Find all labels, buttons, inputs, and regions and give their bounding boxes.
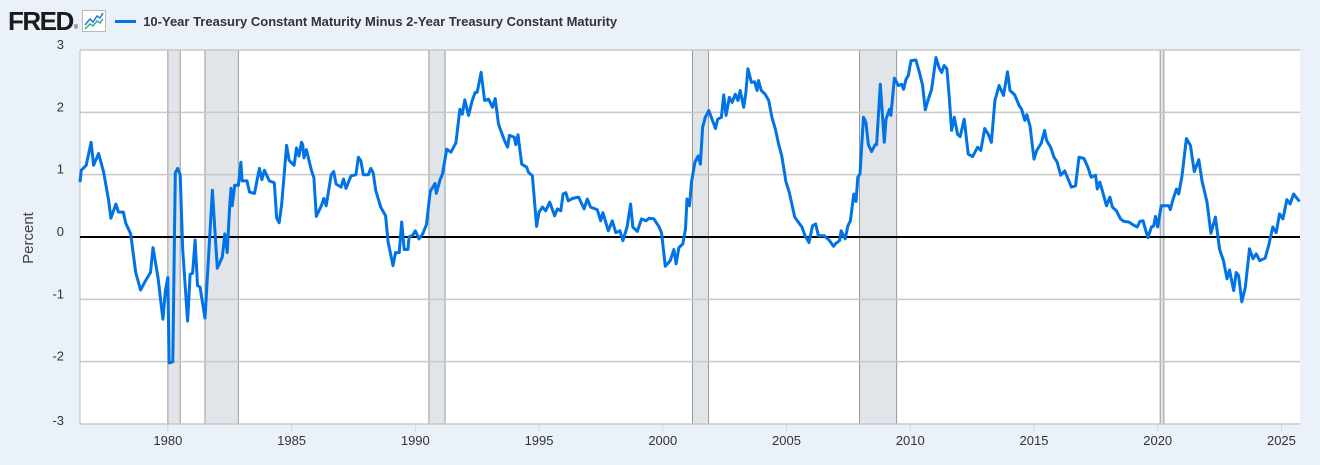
x-tick-label: 1995 — [525, 433, 554, 448]
x-tick-label: 2025 — [1267, 433, 1296, 448]
x-tick-label: 2015 — [1020, 433, 1049, 448]
fred-logo[interactable]: FRED — [8, 5, 74, 36]
y-tick-label: -2 — [52, 349, 64, 364]
x-tick-label: 1990 — [401, 433, 430, 448]
y-tick-label: -1 — [52, 286, 64, 301]
line-chart-icon — [82, 10, 107, 32]
legend-swatch — [115, 19, 137, 23]
legend-series-label[interactable]: 10-Year Treasury Constant Maturity Minus… — [143, 13, 618, 29]
registered-mark: ® — [73, 25, 79, 31]
x-tick-label: 2000 — [648, 433, 677, 448]
x-tick-label: 2010 — [896, 433, 925, 448]
x-tick-label: 2020 — [1143, 433, 1172, 448]
y-axis-label: Percent — [20, 211, 37, 264]
x-tick-label: 1985 — [277, 433, 306, 448]
chart-header: FRED ® 10-Year Treasury Constant Maturit… — [8, 6, 617, 36]
y-tick-label: -3 — [52, 413, 64, 428]
series-line — [78, 56, 1301, 365]
y-tick-label: 1 — [57, 162, 64, 177]
y-tick-label: 2 — [57, 99, 64, 114]
y-tick-label: 3 — [57, 37, 64, 52]
x-tick-label: 1980 — [153, 433, 182, 448]
y-tick-label: 0 — [57, 224, 64, 239]
x-tick-label: 2005 — [772, 433, 801, 448]
